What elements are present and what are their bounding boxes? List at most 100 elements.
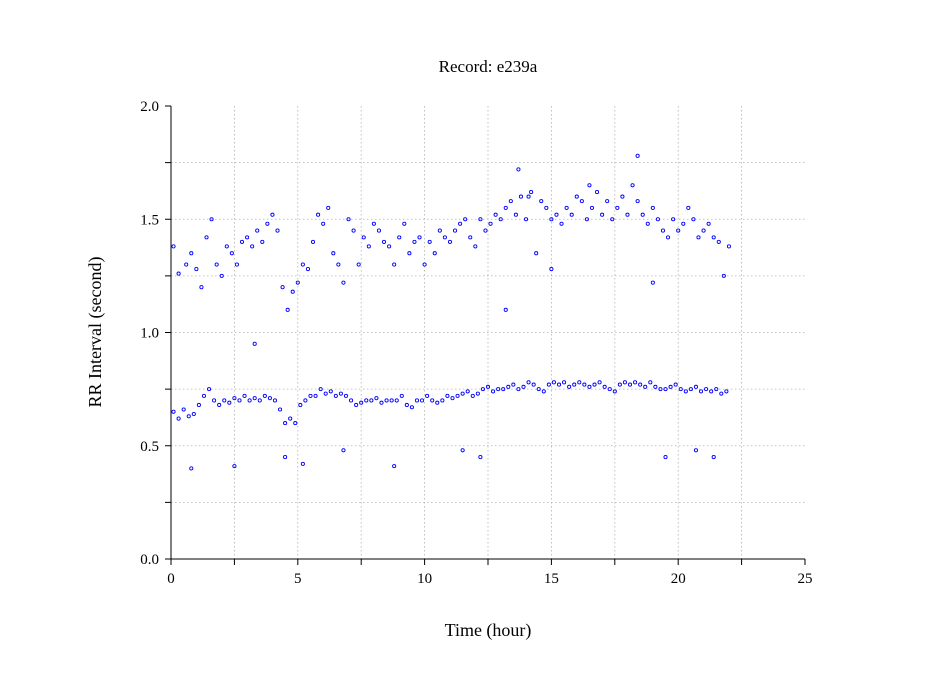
data-point: [460, 448, 465, 453]
data-point: [376, 228, 382, 233]
data-point: [313, 393, 318, 398]
data-point: [711, 455, 716, 460]
data-point: [536, 387, 541, 392]
y-tick-label: 1.0: [140, 326, 159, 342]
data-point: [280, 285, 285, 290]
x-tick-label: 0: [167, 571, 175, 587]
axes: 0 5 10 15 20 25 0.0 0.5 1.0 1.5 2.0: [140, 99, 812, 587]
data-point: [189, 466, 194, 471]
data-point: [698, 389, 704, 394]
data-point: [610, 217, 615, 222]
data-point: [666, 235, 671, 240]
data-point: [321, 221, 326, 226]
x-tick-label: 25: [798, 571, 813, 587]
data-point: [171, 409, 176, 414]
data-point: [523, 217, 529, 222]
data-point: [506, 384, 511, 389]
data-point: [569, 212, 574, 217]
data-point: [425, 393, 430, 398]
data-point: [551, 380, 556, 385]
data-point: [549, 217, 554, 222]
data-point: [252, 396, 257, 401]
data-point: [650, 280, 655, 285]
data-point: [726, 244, 731, 249]
x-tick-label: 5: [294, 571, 302, 587]
data-point: [498, 217, 503, 222]
data-point: [204, 235, 209, 240]
data-point: [724, 389, 729, 394]
data-point: [392, 464, 397, 469]
data-point: [229, 251, 234, 256]
data-point: [293, 421, 298, 426]
data-point: [567, 384, 572, 389]
data-point: [252, 341, 257, 346]
data-point: [283, 421, 288, 426]
y-tick-label: 0.0: [140, 552, 159, 568]
data-point: [181, 407, 186, 412]
data-point: [447, 239, 453, 244]
data-point: [209, 217, 214, 222]
data-point: [442, 235, 447, 240]
data-point: [503, 307, 508, 312]
data-point: [343, 393, 349, 398]
data-point: [298, 402, 303, 408]
data-point: [305, 267, 310, 272]
data-point: [242, 393, 247, 398]
data-point: [460, 391, 465, 396]
data-point: [199, 285, 204, 290]
data-point: [635, 199, 640, 204]
data-point: [186, 414, 191, 419]
data-point: [488, 221, 493, 226]
data-point: [521, 384, 526, 389]
data-point: [437, 228, 442, 233]
data-point: [427, 239, 432, 244]
data-point: [366, 244, 371, 249]
data-point: [716, 239, 721, 244]
data-point: [531, 382, 536, 387]
data-point: [417, 235, 422, 240]
x-tick-label: 10: [417, 571, 432, 587]
data-point: [622, 380, 627, 385]
data-point: [564, 205, 569, 210]
data-points: [171, 153, 731, 471]
data-point: [333, 393, 338, 398]
data-point: [554, 212, 559, 217]
data-point: [381, 239, 387, 244]
data-point: [546, 382, 551, 387]
data-point: [605, 199, 610, 204]
data-point: [247, 398, 252, 403]
data-point: [267, 396, 272, 401]
data-point: [485, 384, 491, 389]
data-point: [265, 221, 270, 226]
data-point: [577, 380, 582, 385]
data-point: [331, 251, 336, 256]
data-point: [473, 244, 478, 249]
data-point: [196, 402, 201, 408]
data-point: [326, 205, 331, 210]
data-point: [351, 228, 356, 233]
data-point: [318, 387, 323, 392]
data-point: [592, 382, 597, 387]
data-point: [630, 183, 635, 188]
data-point: [300, 461, 305, 466]
data-point: [432, 251, 437, 256]
data-point: [574, 194, 579, 199]
data-point: [283, 455, 288, 460]
chart-title: Record: e239a: [439, 57, 538, 76]
data-point: [232, 396, 237, 401]
data-point: [529, 190, 534, 195]
data-point: [435, 400, 440, 405]
data-point: [635, 153, 640, 158]
data-point: [189, 251, 194, 256]
data-point: [691, 217, 696, 222]
data-point: [475, 391, 480, 396]
data-point: [483, 228, 488, 233]
data-point: [594, 190, 600, 195]
data-point: [719, 391, 724, 396]
data-point: [704, 387, 709, 392]
y-tick-label: 1.5: [140, 212, 159, 228]
data-point: [655, 217, 660, 222]
data-point: [638, 382, 643, 387]
data-point: [539, 199, 544, 204]
data-point: [270, 212, 275, 217]
